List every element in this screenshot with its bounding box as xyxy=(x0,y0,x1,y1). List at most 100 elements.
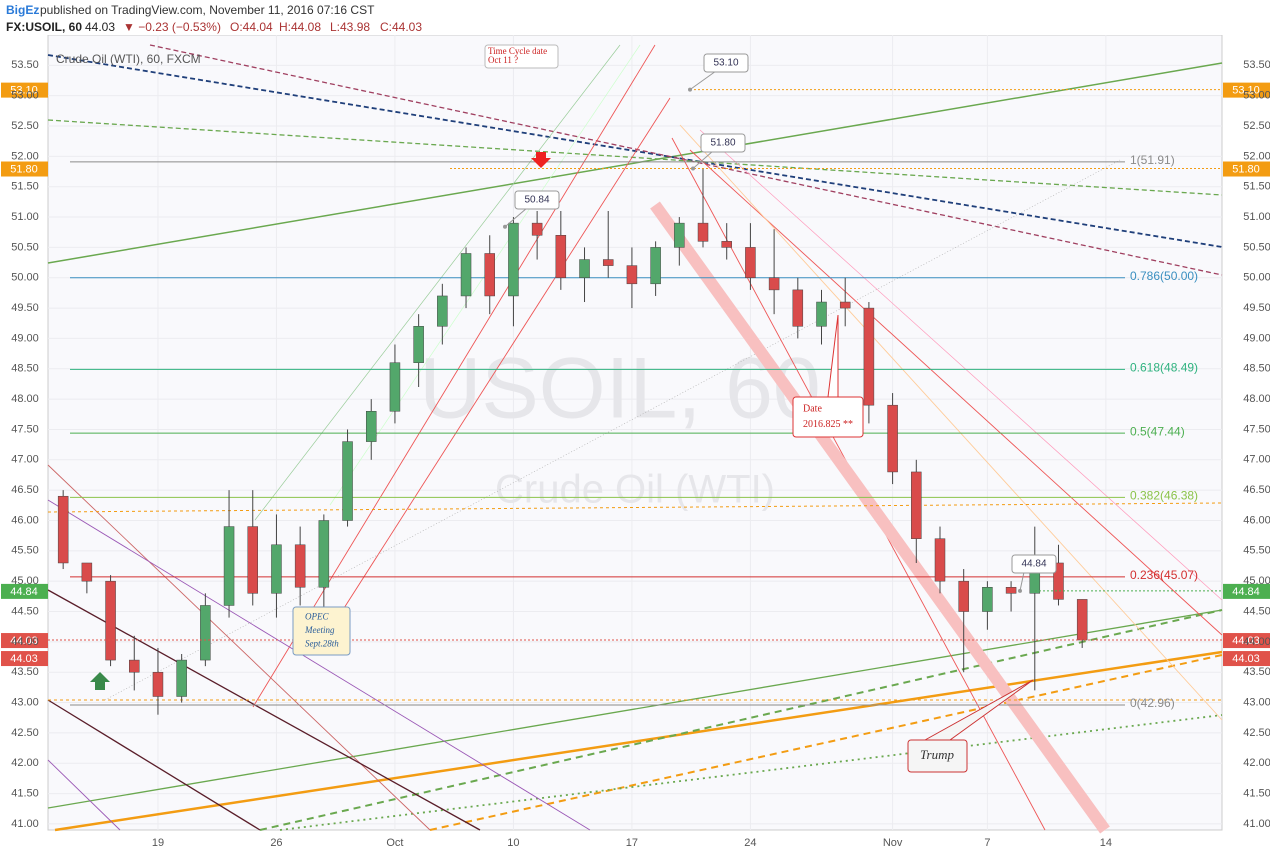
y-tick-label-left: 49.00 xyxy=(11,332,39,344)
candle-body xyxy=(887,404,898,473)
candle-body xyxy=(508,222,519,297)
candle-body xyxy=(1076,599,1088,641)
candle-body xyxy=(602,259,614,266)
candle-body xyxy=(152,671,164,697)
y-tick-label-left: 53.00 xyxy=(11,90,39,102)
fib-label: 0(42.96) xyxy=(1130,696,1175,710)
y-tick-label: 52.50 xyxy=(1243,120,1270,132)
fib-label: 1(51.91) xyxy=(1130,153,1175,167)
x-tick-label: 7 xyxy=(984,837,990,849)
candle-body xyxy=(911,471,922,539)
y-tick-label: 53.00 xyxy=(1243,90,1270,102)
high: H:44.08 xyxy=(279,20,321,34)
y-tick-label: 46.50 xyxy=(1243,484,1270,496)
candle-body xyxy=(839,301,851,309)
annotation-box xyxy=(907,739,968,773)
price-tag-label: 44.03 xyxy=(1232,635,1260,647)
y-tick-label: 42.50 xyxy=(1243,727,1270,739)
price-tag xyxy=(1,82,48,98)
y-tick-label-left: 46.50 xyxy=(11,484,39,496)
annotation-text: Sept.28th xyxy=(305,638,339,648)
x-tick-label: 17 xyxy=(626,837,638,849)
callout-box xyxy=(514,190,560,210)
candle-body xyxy=(342,441,353,521)
fib-label: 0.382(46.38) xyxy=(1130,489,1198,503)
y-tick-label-left: 43.00 xyxy=(11,696,39,708)
annotation-text: Meeting xyxy=(304,625,335,635)
annotation-box xyxy=(792,396,864,438)
y-tick-label: 48.50 xyxy=(1243,363,1270,375)
candle-body xyxy=(437,295,448,327)
candle-body xyxy=(863,307,875,406)
y-tick-label-left: 48.00 xyxy=(11,393,39,405)
y-tick-label-left: 53.50 xyxy=(11,59,39,71)
candle-body xyxy=(200,605,211,661)
low: L:43.98 xyxy=(330,20,370,34)
callout-point xyxy=(1018,588,1022,593)
price-tag xyxy=(1223,651,1270,667)
y-tick-label: 48.00 xyxy=(1243,393,1270,405)
callout-pointer xyxy=(504,207,528,228)
candle-body xyxy=(484,253,495,297)
callout-label: 44.84 xyxy=(1021,559,1046,570)
candle-body xyxy=(745,247,756,278)
y-tick-label: 52.00 xyxy=(1243,150,1270,162)
callout-pointer xyxy=(692,150,714,169)
y-tick-label-left: 44.00 xyxy=(11,636,39,648)
candle-body xyxy=(57,495,69,564)
price-markers: 53.10 53.10 51.80 51.80 44.84 44.84 44.03 44.03… xyxy=(1,82,1270,667)
price-tag-label: 44.03 xyxy=(1232,653,1260,665)
y-tick-label-left: 41.50 xyxy=(11,787,39,799)
y-tick-label: 45.00 xyxy=(1243,575,1270,587)
open: O:44.04 xyxy=(230,20,273,34)
y-tick-label: 44.00 xyxy=(1243,636,1270,648)
up-arrow xyxy=(90,672,110,690)
price-tag-label: 44.84 xyxy=(1232,586,1260,598)
down-arrow xyxy=(531,152,551,168)
y-tick-label-left: 41.00 xyxy=(11,818,39,830)
close: C:44.03 xyxy=(380,20,422,34)
x-tick-label: Nov xyxy=(883,837,903,849)
annotation-text: OPEC xyxy=(305,612,329,622)
candle-body xyxy=(531,222,543,236)
annotation-text: Date xyxy=(803,404,822,415)
y-tick-label-left: 47.50 xyxy=(11,423,39,435)
x-tick-label: 26 xyxy=(270,837,282,849)
y-tick-label-left: 50.00 xyxy=(11,272,39,284)
callout-box xyxy=(1011,554,1057,574)
candle-body xyxy=(697,222,709,242)
y-tick-label: 47.00 xyxy=(1243,454,1270,466)
callout-label: 50.84 xyxy=(524,195,549,206)
y-tick-label-left: 47.00 xyxy=(11,454,39,466)
callout-pointer xyxy=(1019,571,1025,591)
candle-body xyxy=(223,526,235,606)
candle-body xyxy=(389,362,401,412)
y-tick-label: 51.00 xyxy=(1243,211,1270,223)
callout-point xyxy=(688,87,692,92)
y-tick-label-left: 45.00 xyxy=(11,575,39,587)
y-tick-label-left: 43.50 xyxy=(11,666,39,678)
y-tick-label-left: 51.00 xyxy=(11,211,39,223)
candle-body xyxy=(934,538,946,582)
y-tick-label-left: 44.50 xyxy=(11,605,39,617)
annotation-box xyxy=(484,44,559,69)
y-tick-label-left: 46.00 xyxy=(11,514,39,526)
callout-point xyxy=(691,166,695,171)
price-tag-label: 53.10 xyxy=(10,85,38,97)
y-tick-label-left: 45.50 xyxy=(11,545,39,557)
x-tick-label: 14 xyxy=(1100,837,1112,849)
callout-label: 51.80 xyxy=(710,138,735,149)
candle-body xyxy=(816,301,827,327)
candle-body xyxy=(768,277,780,291)
x-tick-label: 24 xyxy=(744,837,756,849)
annotation-text: Oct 11 ? xyxy=(488,55,518,65)
y-tick-label: 53.50 xyxy=(1243,59,1270,71)
price-tag xyxy=(1,651,48,667)
fib-levels: 1(51.91) 0.786(50.00) 0.618(48.49) 0.5(47.4… xyxy=(70,153,1198,710)
y-tick-label-left: 52.50 xyxy=(11,120,39,132)
legend: Crude Oil (WTI), 60, FXCM xyxy=(56,52,201,66)
callout-box xyxy=(703,53,749,73)
price-tag xyxy=(1,633,48,649)
candle-body xyxy=(413,326,424,363)
